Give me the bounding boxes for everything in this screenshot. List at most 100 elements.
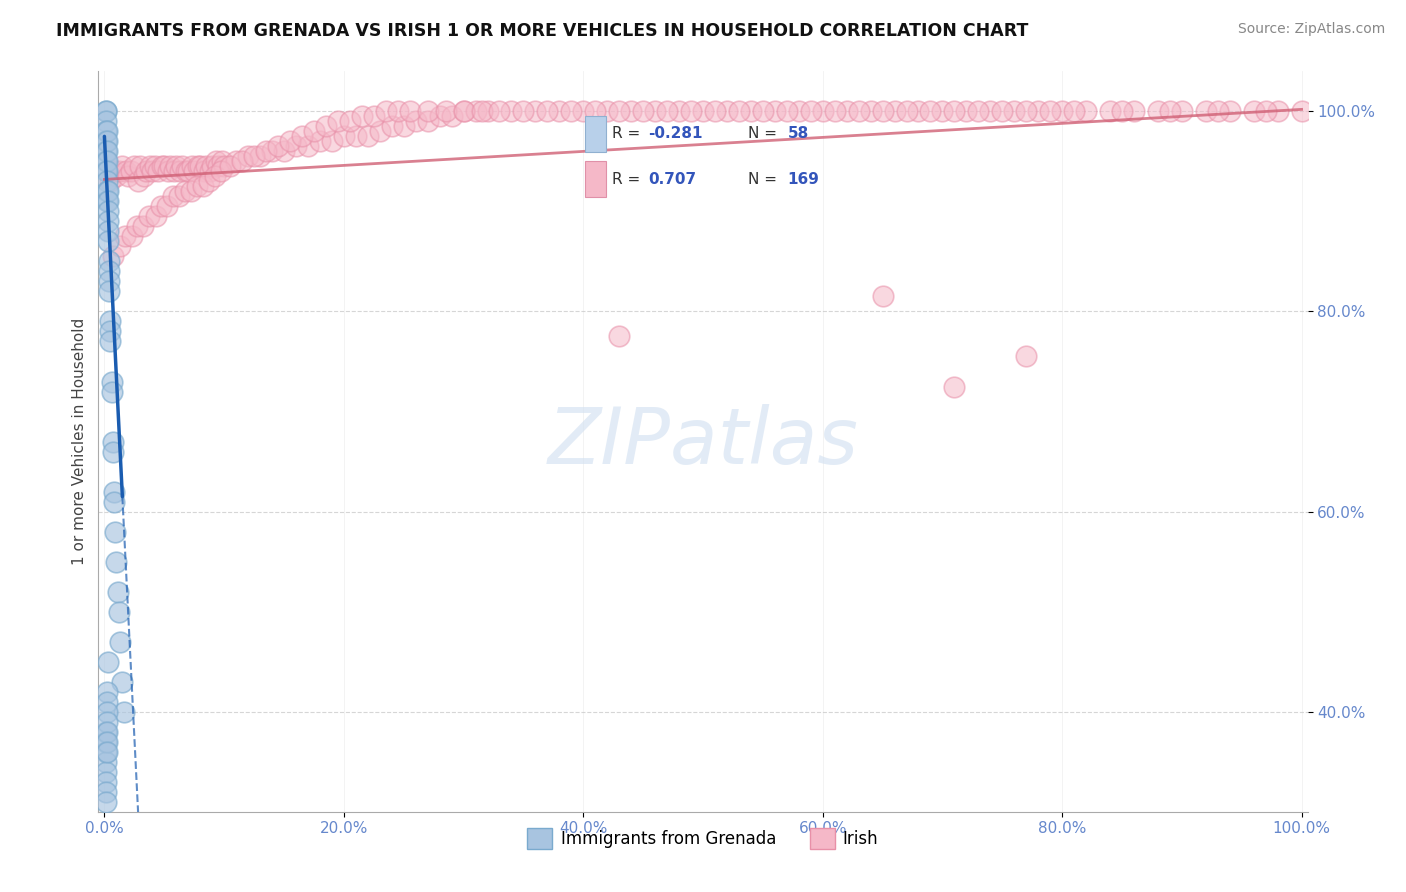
Point: [991, 104, 1014, 119]
Point: [107, 605, 129, 619]
Point: [225, 154, 247, 169]
Point: [135, 164, 157, 178]
Point: [108, 634, 131, 648]
Point: [872, 289, 894, 303]
Point: [859, 104, 882, 119]
Point: [172, 160, 194, 174]
Point: [763, 104, 786, 119]
Point: [103, 494, 125, 508]
Point: [907, 104, 929, 119]
Point: [291, 129, 314, 144]
Point: [96, 194, 118, 209]
Point: [97, 185, 120, 199]
Point: [101, 444, 124, 458]
Point: [1291, 104, 1313, 119]
Point: [98, 275, 121, 289]
Point: [94, 124, 117, 138]
Point: [96, 185, 118, 199]
Point: [94, 114, 117, 128]
Point: [141, 164, 163, 178]
Point: [231, 154, 253, 169]
Point: [96, 145, 118, 159]
Point: [163, 164, 186, 178]
Point: [129, 160, 152, 174]
Point: [776, 104, 799, 119]
Point: [631, 104, 654, 119]
Point: [94, 764, 117, 779]
Point: [607, 104, 630, 119]
Point: [177, 164, 200, 178]
Point: [1219, 104, 1241, 119]
Point: [273, 145, 295, 159]
Point: [125, 219, 148, 234]
Point: [111, 674, 134, 689]
Point: [180, 185, 202, 199]
Point: [1267, 104, 1289, 119]
Point: [560, 104, 582, 119]
Point: [98, 254, 121, 268]
Point: [153, 160, 176, 174]
Point: [416, 114, 439, 128]
Point: [96, 714, 118, 729]
Point: [278, 135, 301, 149]
Point: [186, 179, 208, 194]
Point: [193, 164, 215, 178]
Point: [254, 145, 277, 159]
Point: [98, 285, 121, 299]
Point: [344, 129, 367, 144]
Point: [174, 164, 197, 178]
Point: [97, 214, 120, 228]
Point: [204, 154, 226, 169]
Point: [728, 104, 751, 119]
Point: [453, 104, 475, 119]
Point: [848, 104, 870, 119]
Point: [96, 164, 118, 178]
Point: [204, 169, 226, 184]
Point: [464, 104, 486, 119]
Point: [143, 160, 166, 174]
Point: [211, 154, 233, 169]
Point: [607, 329, 630, 343]
Point: [704, 104, 727, 119]
Point: [655, 104, 678, 119]
Point: [96, 154, 118, 169]
Text: ZIPatlas: ZIPatlas: [547, 403, 859, 480]
Point: [1195, 104, 1218, 119]
Point: [107, 164, 129, 178]
Point: [191, 179, 214, 194]
Point: [333, 129, 356, 144]
Point: [167, 189, 190, 203]
Point: [453, 104, 475, 119]
Point: [100, 325, 122, 339]
Point: [297, 139, 319, 153]
Point: [1171, 104, 1194, 119]
Point: [159, 160, 181, 174]
Point: [357, 129, 380, 144]
Point: [1159, 104, 1181, 119]
Point: [100, 384, 122, 399]
Point: [392, 120, 415, 134]
Point: [150, 160, 173, 174]
Point: [188, 160, 211, 174]
Point: [104, 524, 127, 539]
Point: [1015, 350, 1038, 364]
Point: [339, 114, 361, 128]
Point: [1026, 104, 1049, 119]
Point: [94, 734, 117, 748]
Point: [94, 164, 117, 178]
Point: [363, 109, 385, 123]
Point: [94, 135, 117, 149]
Point: [207, 160, 229, 174]
Point: [524, 104, 547, 119]
Point: [97, 204, 120, 219]
Point: [115, 164, 138, 178]
Point: [955, 104, 977, 119]
Point: [94, 745, 117, 759]
Point: [145, 210, 167, 224]
Point: [374, 104, 396, 119]
Point: [100, 334, 122, 349]
Point: [94, 724, 117, 739]
Point: [1002, 104, 1025, 119]
Point: [96, 135, 118, 149]
Point: [931, 104, 953, 119]
